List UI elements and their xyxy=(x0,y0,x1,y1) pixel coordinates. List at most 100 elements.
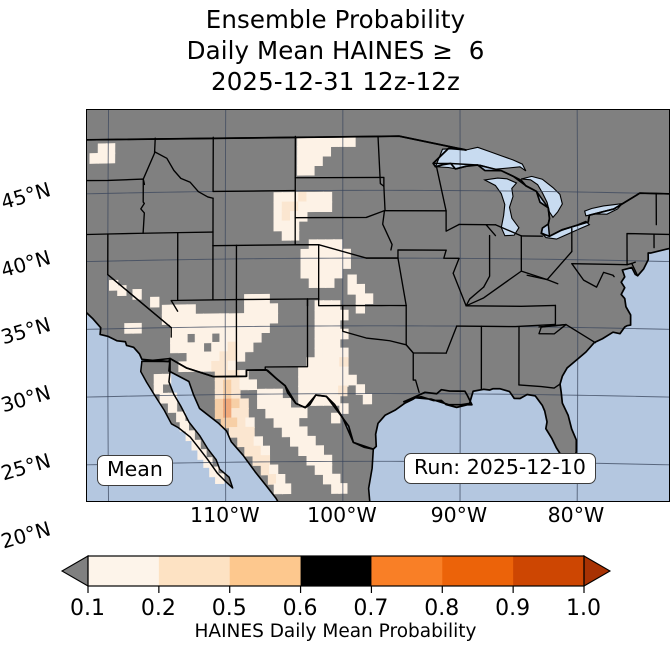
probability-cell xyxy=(322,201,333,213)
probability-cell xyxy=(227,313,237,324)
probability-cell xyxy=(281,220,292,232)
probability-cell xyxy=(331,473,341,485)
probability-cell xyxy=(185,430,195,442)
probability-cell xyxy=(227,322,237,334)
title-line-2: Daily Mean HAINES ≥ 6 xyxy=(186,36,485,65)
border-line xyxy=(631,262,639,277)
probability-cell xyxy=(245,426,255,438)
probability-cell xyxy=(322,347,333,359)
probability-cell xyxy=(223,379,233,391)
border-line xyxy=(139,357,234,489)
border-line xyxy=(526,250,573,281)
probability-cell xyxy=(153,373,164,385)
lon-tick-label: 90°W xyxy=(430,503,488,527)
colorbar-tick-label: 0.6 xyxy=(282,596,318,621)
probability-cell xyxy=(273,398,283,409)
probability-cell xyxy=(252,303,262,315)
border-line xyxy=(107,273,172,338)
probability-cell xyxy=(178,304,188,316)
probability-cell xyxy=(252,322,262,334)
probability-cell xyxy=(306,201,316,213)
probability-cell xyxy=(341,258,351,269)
probability-cell xyxy=(314,338,324,349)
probability-cell xyxy=(202,332,213,344)
probability-cell xyxy=(268,464,279,476)
colorbar-segment xyxy=(87,556,159,586)
probability-cell xyxy=(260,303,270,315)
probability-cell xyxy=(273,201,283,213)
border-line xyxy=(494,224,522,237)
border-line xyxy=(405,344,420,393)
border-line xyxy=(485,224,497,237)
probability-cell xyxy=(178,332,188,344)
probability-cell xyxy=(257,398,267,409)
probability-cell xyxy=(306,191,316,203)
probability-cell xyxy=(237,417,247,429)
lon-tick-label: 110°W xyxy=(190,503,260,527)
probability-cell xyxy=(219,341,229,353)
graticule-meridian xyxy=(224,110,227,501)
probability-cell xyxy=(314,191,324,203)
probability-cell xyxy=(214,398,225,410)
probability-cell xyxy=(281,230,292,241)
probability-cell xyxy=(153,383,164,395)
probability-cell xyxy=(355,302,366,314)
border-line xyxy=(397,257,407,307)
probability-cell xyxy=(298,435,308,447)
title-line-1: Ensemble Probability xyxy=(205,5,466,34)
probability-cell xyxy=(314,201,324,213)
probability-cell xyxy=(239,379,249,391)
border-line xyxy=(518,383,561,389)
probability-cell xyxy=(219,351,229,362)
probability-cell xyxy=(298,407,308,419)
probability-cell xyxy=(339,366,349,378)
probability-cell xyxy=(297,145,307,157)
probability-cell xyxy=(298,376,308,387)
border-line xyxy=(294,176,385,187)
probability-cell xyxy=(245,436,255,448)
probability-cell xyxy=(298,366,308,378)
probability-cell xyxy=(260,464,271,476)
probability-cell xyxy=(305,155,315,167)
border-line xyxy=(452,272,467,307)
probability-cell xyxy=(308,267,319,279)
great-lake-huron xyxy=(521,175,563,219)
probability-cell xyxy=(108,279,119,291)
probability-cell xyxy=(194,332,205,344)
probability-cell xyxy=(333,239,343,250)
probability-cell xyxy=(244,313,254,324)
probability-cell xyxy=(281,417,292,428)
graticule-parallel xyxy=(87,189,669,195)
border-line xyxy=(140,178,146,234)
probability-cell xyxy=(227,360,237,372)
probability-cell xyxy=(322,191,333,203)
probability-cell xyxy=(331,366,341,378)
probability-cell xyxy=(237,426,247,438)
border-line xyxy=(465,304,557,308)
probability-cell xyxy=(268,312,279,324)
probability-cell xyxy=(89,153,99,164)
probability-cell xyxy=(314,366,324,378)
probability-cell xyxy=(281,211,292,222)
probability-cell xyxy=(268,303,279,315)
colorbar[interactable]: 0.1 0.2 0.5 0.6 0.7 0.8 0.9 1.0 xyxy=(0,552,671,658)
probability-cell xyxy=(252,445,262,457)
probability-cell xyxy=(314,445,324,456)
lat-tick-label: 40°N xyxy=(0,244,54,282)
colorbar-tick-label: 0.5 xyxy=(211,596,247,621)
border-line xyxy=(483,234,491,288)
probability-cell xyxy=(194,361,205,372)
colorbar-outline xyxy=(86,555,585,587)
map-graphic xyxy=(87,110,669,501)
probability-cell xyxy=(223,398,233,410)
probability-cell xyxy=(300,248,310,260)
probability-cell xyxy=(347,283,357,295)
border-line xyxy=(465,286,485,307)
probability-cell xyxy=(281,407,292,419)
title-line-3: 2025-12-31 12z-12z xyxy=(211,67,460,96)
map-plot-area[interactable] xyxy=(86,109,670,502)
probability-cell xyxy=(298,395,308,406)
probability-cell xyxy=(314,464,325,475)
great-lake-ontario xyxy=(584,202,624,217)
probability-cell xyxy=(314,454,325,466)
